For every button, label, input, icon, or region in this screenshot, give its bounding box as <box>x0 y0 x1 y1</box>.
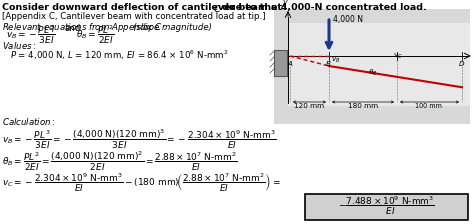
Text: D: D <box>459 61 465 67</box>
Text: $\it{Relevant\ equations\ from\ Appendix\ C:}$: $\it{Relevant\ equations\ from\ Appendix… <box>2 21 166 34</box>
Text: $-\dfrac{7.488\times10^9\ \mathrm{N\text{-}mm}^3}{EI}$: $-\dfrac{7.488\times10^9\ \mathrm{N\text… <box>338 195 435 217</box>
Bar <box>288 23 470 106</box>
Text: due to the 4,000-N concentrated load.: due to the 4,000-N concentrated load. <box>219 3 427 12</box>
Text: $\theta_B$: $\theta_B$ <box>368 68 378 78</box>
Text: (slope magnitude): (slope magnitude) <box>133 23 212 32</box>
Text: $v_C$: $v_C$ <box>393 52 403 61</box>
Text: $\theta_B = \dfrac{PL^2}{2EI} = \dfrac{(4{,}000\ \mathrm{N})(120\ \mathrm{mm})^2: $\theta_B = \dfrac{PL^2}{2EI} = \dfrac{(… <box>2 150 238 173</box>
Text: $\theta_B = \dfrac{PL^2}{2EI}$: $\theta_B = \dfrac{PL^2}{2EI}$ <box>76 24 115 46</box>
Text: $\mathit{Values:}$: $\mathit{Values:}$ <box>2 40 36 51</box>
Text: $\mathit{Calculation:}$: $\mathit{Calculation:}$ <box>2 116 55 127</box>
Bar <box>305 194 468 220</box>
Text: $\mathit{C}$: $\mathit{C}$ <box>213 3 222 14</box>
Bar <box>274 50 287 76</box>
Text: y: y <box>283 0 287 7</box>
Text: 120 mm: 120 mm <box>294 103 324 109</box>
Text: 4,000 N: 4,000 N <box>333 15 363 24</box>
Text: $P$ = 4,000 N, $L$ = 120 mm, $EI$ = 86.4 $\times$ 10$^6$ N-mm$^2$: $P$ = 4,000 N, $L$ = 120 mm, $EI$ = 86.4… <box>10 49 228 62</box>
Text: and: and <box>65 24 81 33</box>
Text: [Appendix C, Cantilever beam with concentrated load at tip.]: [Appendix C, Cantilever beam with concen… <box>2 12 265 21</box>
Text: x: x <box>473 52 474 60</box>
Bar <box>274 9 470 124</box>
Text: A: A <box>288 61 292 67</box>
Text: $v_B = -\dfrac{PL^3}{3EI} = -\dfrac{(4{,}000\ \mathrm{N})(120\ \mathrm{mm})^3}{3: $v_B = -\dfrac{PL^3}{3EI} = -\dfrac{(4{,… <box>2 128 277 151</box>
Text: 100 mm: 100 mm <box>416 103 443 109</box>
Text: B: B <box>326 61 330 67</box>
Text: $v_B = -\dfrac{PL^3}{3EI}$: $v_B = -\dfrac{PL^3}{3EI}$ <box>6 24 55 46</box>
Text: Consider downward deflection of cantilever beam at: Consider downward deflection of cantilev… <box>2 3 285 12</box>
Text: 180 mm: 180 mm <box>348 103 378 109</box>
Text: $v_C = -\dfrac{2.304\times10^9\ \mathrm{N\text{-}mm}^3}{EI} - (180\ \mathrm{mm}): $v_C = -\dfrac{2.304\times10^9\ \mathrm{… <box>2 172 281 194</box>
Text: $v_B$: $v_B$ <box>331 56 340 65</box>
